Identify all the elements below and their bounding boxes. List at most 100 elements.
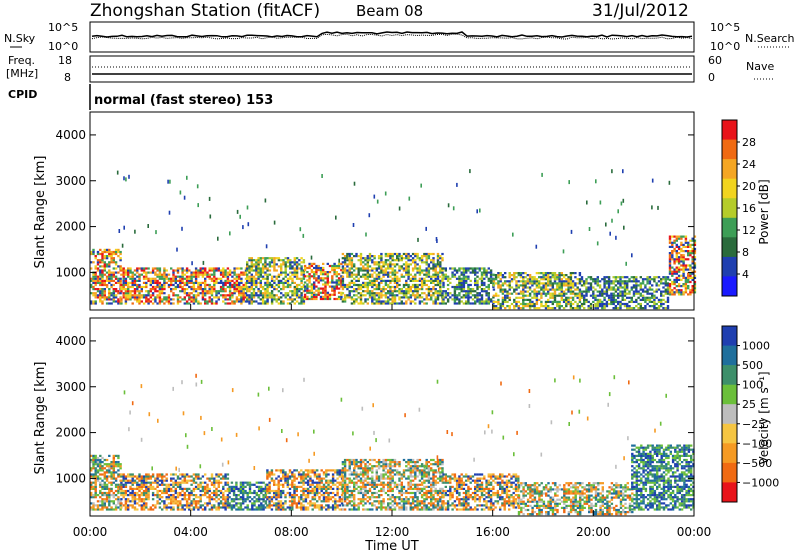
heatmap-cell xyxy=(123,176,125,181)
heatmap-cell xyxy=(666,296,670,299)
heatmap-cell xyxy=(133,279,137,282)
heatmap-cell xyxy=(99,252,102,256)
heatmap-cell xyxy=(673,235,676,238)
heatmap-cell xyxy=(250,279,253,282)
heatmap-cell xyxy=(300,504,303,507)
heatmap-cell xyxy=(603,305,606,308)
heatmap-cell xyxy=(310,271,314,274)
colorbar-segment xyxy=(722,276,737,297)
heatmap-cell xyxy=(380,252,383,256)
heatmap-cell xyxy=(279,500,283,503)
heatmap-cell xyxy=(524,286,527,289)
heatmap-cell xyxy=(533,280,536,283)
heatmap-cell xyxy=(322,291,325,294)
heatmap-cell xyxy=(416,294,419,297)
heatmap-cell xyxy=(398,292,401,295)
heatmap-cell xyxy=(90,467,93,470)
heatmap-cell xyxy=(277,496,280,499)
heatmap-cell xyxy=(469,288,472,291)
heatmap-cell xyxy=(127,494,130,497)
heatmap-cell xyxy=(122,281,125,284)
heatmap-cell xyxy=(179,502,182,505)
heatmap-cell xyxy=(172,473,175,476)
heatmap-cell xyxy=(313,277,316,280)
heatmap-cell xyxy=(341,275,345,278)
heatmap-cell xyxy=(315,277,318,280)
heatmap-cell xyxy=(142,485,146,488)
heatmap-cell xyxy=(261,300,265,303)
heatmap-cell xyxy=(607,278,611,281)
heatmap-cell xyxy=(248,269,251,272)
heatmap-cell xyxy=(112,267,115,270)
heatmap-cell xyxy=(617,300,620,303)
heatmap-cell xyxy=(124,475,128,478)
heatmap-cell xyxy=(300,473,303,476)
heatmap-cell xyxy=(275,257,278,260)
heatmap-cell xyxy=(436,265,440,268)
heatmap-cell xyxy=(476,298,479,301)
heatmap-cell xyxy=(112,300,115,303)
heatmap-cell xyxy=(120,298,123,301)
heatmap-cell xyxy=(346,271,349,274)
heatmap-cell xyxy=(133,487,137,490)
heatmap-cell xyxy=(337,262,341,265)
heatmap-cell xyxy=(308,275,311,278)
heatmap-cell xyxy=(619,290,622,293)
heatmap-cell xyxy=(246,496,249,499)
heatmap-cell xyxy=(131,479,134,482)
heatmap-cell xyxy=(384,255,388,258)
heatmap-cell xyxy=(300,288,303,291)
heatmap-cell xyxy=(355,288,358,291)
heatmap-cell xyxy=(540,292,543,295)
heatmap-cell xyxy=(341,267,345,270)
heatmap-cell xyxy=(136,279,139,282)
heatmap-cell xyxy=(261,296,265,299)
heatmap-cell xyxy=(172,494,175,497)
heatmap-cell xyxy=(161,292,164,295)
heatmap-cell xyxy=(425,273,428,276)
heatmap-cell xyxy=(480,288,484,291)
heatmap-cell xyxy=(338,258,340,263)
heatmap-cell xyxy=(192,502,196,505)
heatmap-cell xyxy=(671,266,674,269)
heatmap-cell xyxy=(439,279,442,282)
heatmap-cell xyxy=(571,298,575,301)
heatmap-cell xyxy=(549,272,552,275)
heatmap-cell xyxy=(551,286,554,289)
heatmap-cell xyxy=(266,498,269,501)
heatmap-cell xyxy=(596,276,599,279)
heatmap-cell xyxy=(114,261,118,264)
heatmap-cell xyxy=(94,481,97,484)
heatmap-cell xyxy=(668,266,672,269)
heatmap-cell xyxy=(174,481,177,484)
heatmap-cell xyxy=(434,292,437,295)
heatmap-cell xyxy=(436,255,440,258)
heatmap-cell xyxy=(341,298,345,301)
heatmap-cell xyxy=(405,255,408,258)
heatmap-cell xyxy=(499,274,502,277)
heatmap-cell xyxy=(535,278,539,281)
heatmap-cell xyxy=(331,281,334,284)
heatmap-cell xyxy=(142,269,146,272)
heatmap-cell xyxy=(145,283,148,287)
heatmap-cell xyxy=(120,491,123,495)
heatmap-cell xyxy=(235,502,238,505)
heatmap-cell xyxy=(471,290,475,293)
heatmap-cell xyxy=(373,255,376,258)
heatmap-cell xyxy=(217,498,220,501)
heatmap-cell xyxy=(315,271,318,274)
heatmap-cell xyxy=(418,277,422,280)
heatmap-cell xyxy=(179,500,182,503)
heatmap-cell xyxy=(458,283,461,287)
heatmap-cell xyxy=(487,288,490,291)
heatmap-cell xyxy=(382,269,385,272)
heatmap-cell xyxy=(151,269,155,272)
heatmap-cell xyxy=(601,305,604,308)
heatmap-cell xyxy=(391,269,394,272)
heatmap-cell xyxy=(359,263,363,266)
heatmap-cell xyxy=(119,281,122,284)
heatmap-cell xyxy=(605,302,609,306)
heatmap-cell xyxy=(366,263,369,266)
heatmap-cell xyxy=(273,473,276,476)
heatmap-cell xyxy=(427,252,431,256)
